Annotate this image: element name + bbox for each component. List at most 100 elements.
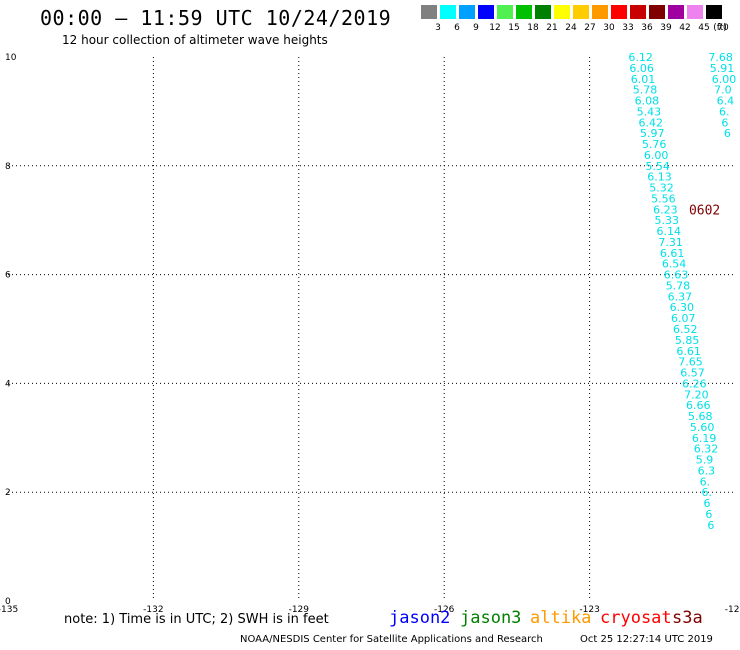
data-point-label: 6. xyxy=(700,475,711,488)
data-point-label: 5.54 xyxy=(645,160,670,173)
legend-label: 30 xyxy=(603,23,615,33)
legend-swatch xyxy=(554,5,570,19)
legend-unit: (ft) xyxy=(713,23,727,33)
data-point-label: 7.65 xyxy=(678,356,703,369)
data-point-label: 6.00 xyxy=(712,73,737,86)
data-point-label: 6.42 xyxy=(639,116,664,129)
data-point-label: 5.85 xyxy=(675,334,700,347)
data-point-label: 5.97 xyxy=(640,127,665,140)
y-tick-label: 8 xyxy=(5,162,11,172)
legend-label: 42 xyxy=(679,23,691,33)
legend-label: 15 xyxy=(508,23,520,33)
legend-swatch xyxy=(535,5,551,19)
legend-label: 33 xyxy=(622,23,634,33)
x-tick-label: -135 xyxy=(0,605,18,615)
data-point-label: 6.54 xyxy=(662,258,687,271)
legend-swatch xyxy=(459,5,475,19)
legend-swatch xyxy=(668,5,684,19)
data-point-label: 5.56 xyxy=(651,192,676,205)
data-point-label: 6 xyxy=(703,497,710,510)
x-tick-label: -129 xyxy=(289,605,310,615)
legend-swatch xyxy=(649,5,665,19)
satellite-altika: altika xyxy=(530,608,592,628)
legend-swatch xyxy=(421,5,437,19)
legend-label: 3 xyxy=(435,23,441,33)
legend-swatch xyxy=(516,5,532,19)
data-point-label: 6.61 xyxy=(676,345,701,358)
data-point-label: 6.66 xyxy=(686,399,711,412)
data-point-label: 5.78 xyxy=(666,279,691,292)
x-tick-label: -120 xyxy=(725,605,740,615)
satellite-s3a: s3a xyxy=(672,608,703,628)
data-point-label: 6.08 xyxy=(635,95,660,108)
data-point-label: 6.26 xyxy=(682,377,707,390)
data-point-label: 6. xyxy=(719,105,730,118)
data-point-label: 6 xyxy=(724,127,731,140)
data-point-label: 6.19 xyxy=(692,432,717,445)
data-point-label: 6.52 xyxy=(673,323,698,336)
legend-swatch xyxy=(497,5,513,19)
data-point-label: 6.30 xyxy=(670,301,695,314)
units-note: note: 1) Time is in UTC; 2) SWH is in fe… xyxy=(64,612,329,627)
satellite-jason3: jason3 xyxy=(460,608,522,628)
legend-label: 39 xyxy=(660,23,672,33)
legend-label: 36 xyxy=(641,23,653,33)
data-point-label: 6.12 xyxy=(628,51,653,64)
data-point-label: 6. xyxy=(702,486,713,499)
data-point-label: 5.76 xyxy=(642,138,667,151)
legend-label: 6 xyxy=(454,23,460,33)
data-point-label: 5.68 xyxy=(688,410,713,423)
data-point-label: 5.78 xyxy=(633,84,658,97)
satellite-jason2: jason2 xyxy=(389,608,451,628)
legend-swatch xyxy=(478,5,494,19)
data-point-label: 6 xyxy=(707,519,714,532)
data-point-label: 6.00 xyxy=(644,149,669,162)
data-point-label: 5.9 xyxy=(696,454,714,467)
data-point-label: 7.0 xyxy=(714,84,732,97)
data-point-label: 6.32 xyxy=(694,443,719,456)
data-point-label: 7.20 xyxy=(684,388,709,401)
y-tick-label: 6 xyxy=(5,271,11,281)
data-point-label: 6.37 xyxy=(668,290,693,303)
data-point-label: 6.61 xyxy=(660,247,685,260)
data-point-label: 6.3 xyxy=(698,464,716,477)
time-annotation: 0602 xyxy=(689,203,720,218)
data-point-label: 5.43 xyxy=(637,105,662,118)
x-tick-label: -126 xyxy=(434,605,455,615)
legend-label: 12 xyxy=(489,23,501,33)
y-tick-label: 4 xyxy=(5,379,11,389)
legend-swatch xyxy=(630,5,646,19)
data-point-label: 6 xyxy=(721,116,728,129)
legend-label: 70 xyxy=(717,23,729,33)
data-point-label: 6.4 xyxy=(717,95,735,108)
legend-swatch xyxy=(440,5,456,19)
legend-swatch xyxy=(611,5,627,19)
data-point-label: 5.91 xyxy=(710,62,735,75)
data-point-label: 6.07 xyxy=(671,312,696,325)
legend-label: 27 xyxy=(584,23,596,33)
satellite-cryosat: cryosat xyxy=(600,608,672,628)
x-tick-label: -123 xyxy=(579,605,599,615)
data-point-label: 6.23 xyxy=(653,203,678,216)
data-point-label: 6.57 xyxy=(680,367,705,380)
chart-title: 00:00 – 11:59 UTC 10/24/2019 xyxy=(40,6,392,30)
legend-swatch xyxy=(706,5,722,19)
data-point-label: 7.31 xyxy=(658,236,683,249)
data-point-label: 6 xyxy=(705,508,712,521)
legend-swatch xyxy=(687,5,703,19)
legend-label: 45 xyxy=(698,23,710,33)
legend-swatch xyxy=(592,5,608,19)
legend-label: 24 xyxy=(565,23,577,33)
timestamp: Oct 25 12:27:14 UTC 2019 xyxy=(580,634,713,645)
y-tick-label: 10 xyxy=(5,53,17,63)
legend-label: 21 xyxy=(546,23,558,33)
data-point-label: 5.60 xyxy=(690,421,715,434)
data-point-label: 6.63 xyxy=(664,269,689,282)
data-point-label: 7.68 xyxy=(708,51,733,64)
y-tick-label: 0 xyxy=(5,597,11,607)
data-point-label: 6.13 xyxy=(647,171,672,184)
data-point-label: 6.06 xyxy=(629,62,654,75)
credit-text: NOAA/NESDIS Center for Satellite Applica… xyxy=(240,634,543,645)
data-point-label: 6.14 xyxy=(656,225,681,238)
